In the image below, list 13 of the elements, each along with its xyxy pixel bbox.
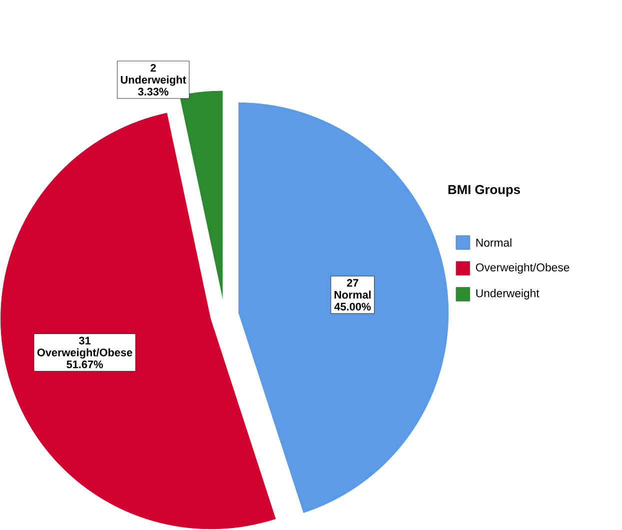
- text: 2: [150, 64, 156, 72]
- slice-label: Underweight: [120, 76, 186, 86]
- legend-label: Overweight/Obese: [476, 263, 570, 274]
- legend-label: Normal: [476, 238, 512, 247]
- data-label: 51.67%: [66, 360, 103, 368]
- text: 27: [346, 279, 358, 287]
- data-label: 45.00%: [334, 302, 371, 311]
- slice-label: Overweight/Obese: [37, 348, 132, 359]
- legend-title: BMI Groups: [448, 185, 520, 197]
- data-label: 3.33%: [138, 88, 168, 96]
- slice-label: Normal: [334, 290, 371, 299]
- legend-label: Underweight: [476, 289, 540, 300]
- text: 31: [78, 336, 91, 345]
